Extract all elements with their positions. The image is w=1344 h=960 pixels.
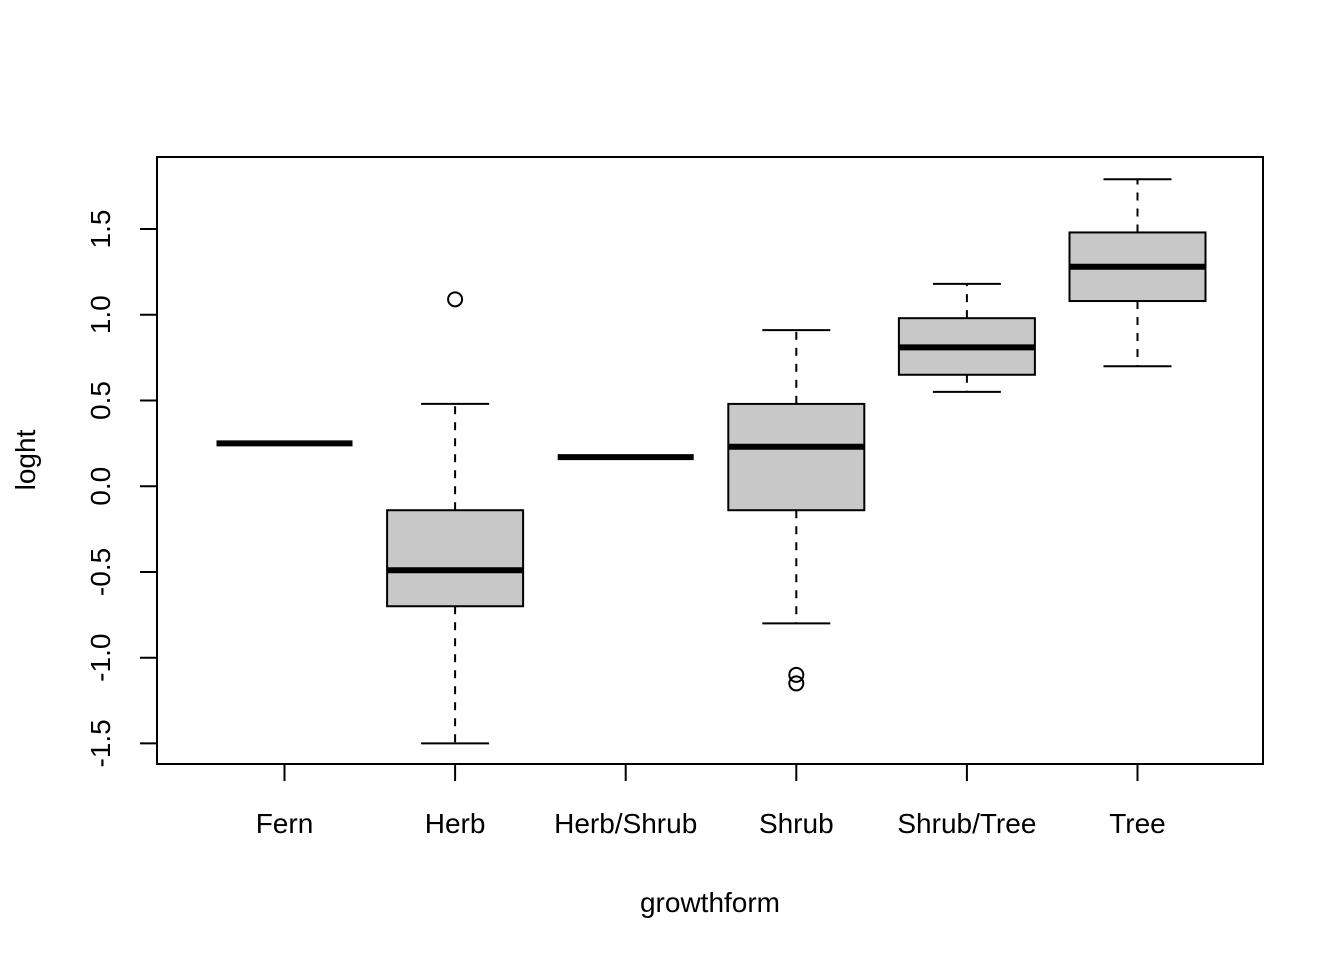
y-tick-label: 1.5	[85, 210, 116, 249]
x-tick-label: Herb	[425, 808, 486, 839]
outlier-point	[447, 291, 464, 308]
y-tick-label: -1.5	[85, 719, 116, 767]
boxes-group	[216, 178, 1207, 745]
box-shrub	[727, 329, 866, 692]
x-tick-label: Fern	[256, 808, 314, 839]
x-tick-label: Shrub	[759, 808, 834, 839]
y-tick-label: 0.5	[85, 381, 116, 420]
x-axis: Fern Herb Herb/Shrub Shrub Shrub/Tree Tree	[256, 763, 1166, 839]
box-iqr	[386, 509, 525, 608]
box-herb	[386, 291, 525, 745]
outlier-point	[788, 666, 805, 683]
box-tree	[1068, 178, 1207, 368]
box-shrub-tree	[897, 282, 1036, 393]
x-tick-label: Herb/Shrub	[554, 808, 697, 839]
y-tick-label: 1.0	[85, 295, 116, 334]
box-iqr	[727, 402, 866, 512]
y-axis-label: loght	[10, 429, 41, 490]
x-axis-label: growthform	[640, 887, 780, 918]
x-tick-label: Shrub/Tree	[897, 808, 1036, 839]
y-tick-label: 0.0	[85, 467, 116, 506]
y-tick-label: -1.0	[85, 634, 116, 682]
y-axis: -1.5 -1.0 -0.5 0.0 0.5 1.0 1.5	[85, 210, 158, 768]
y-tick-label: -0.5	[85, 548, 116, 596]
outlier-point	[788, 675, 805, 692]
x-tick-label: Tree	[1109, 808, 1166, 839]
